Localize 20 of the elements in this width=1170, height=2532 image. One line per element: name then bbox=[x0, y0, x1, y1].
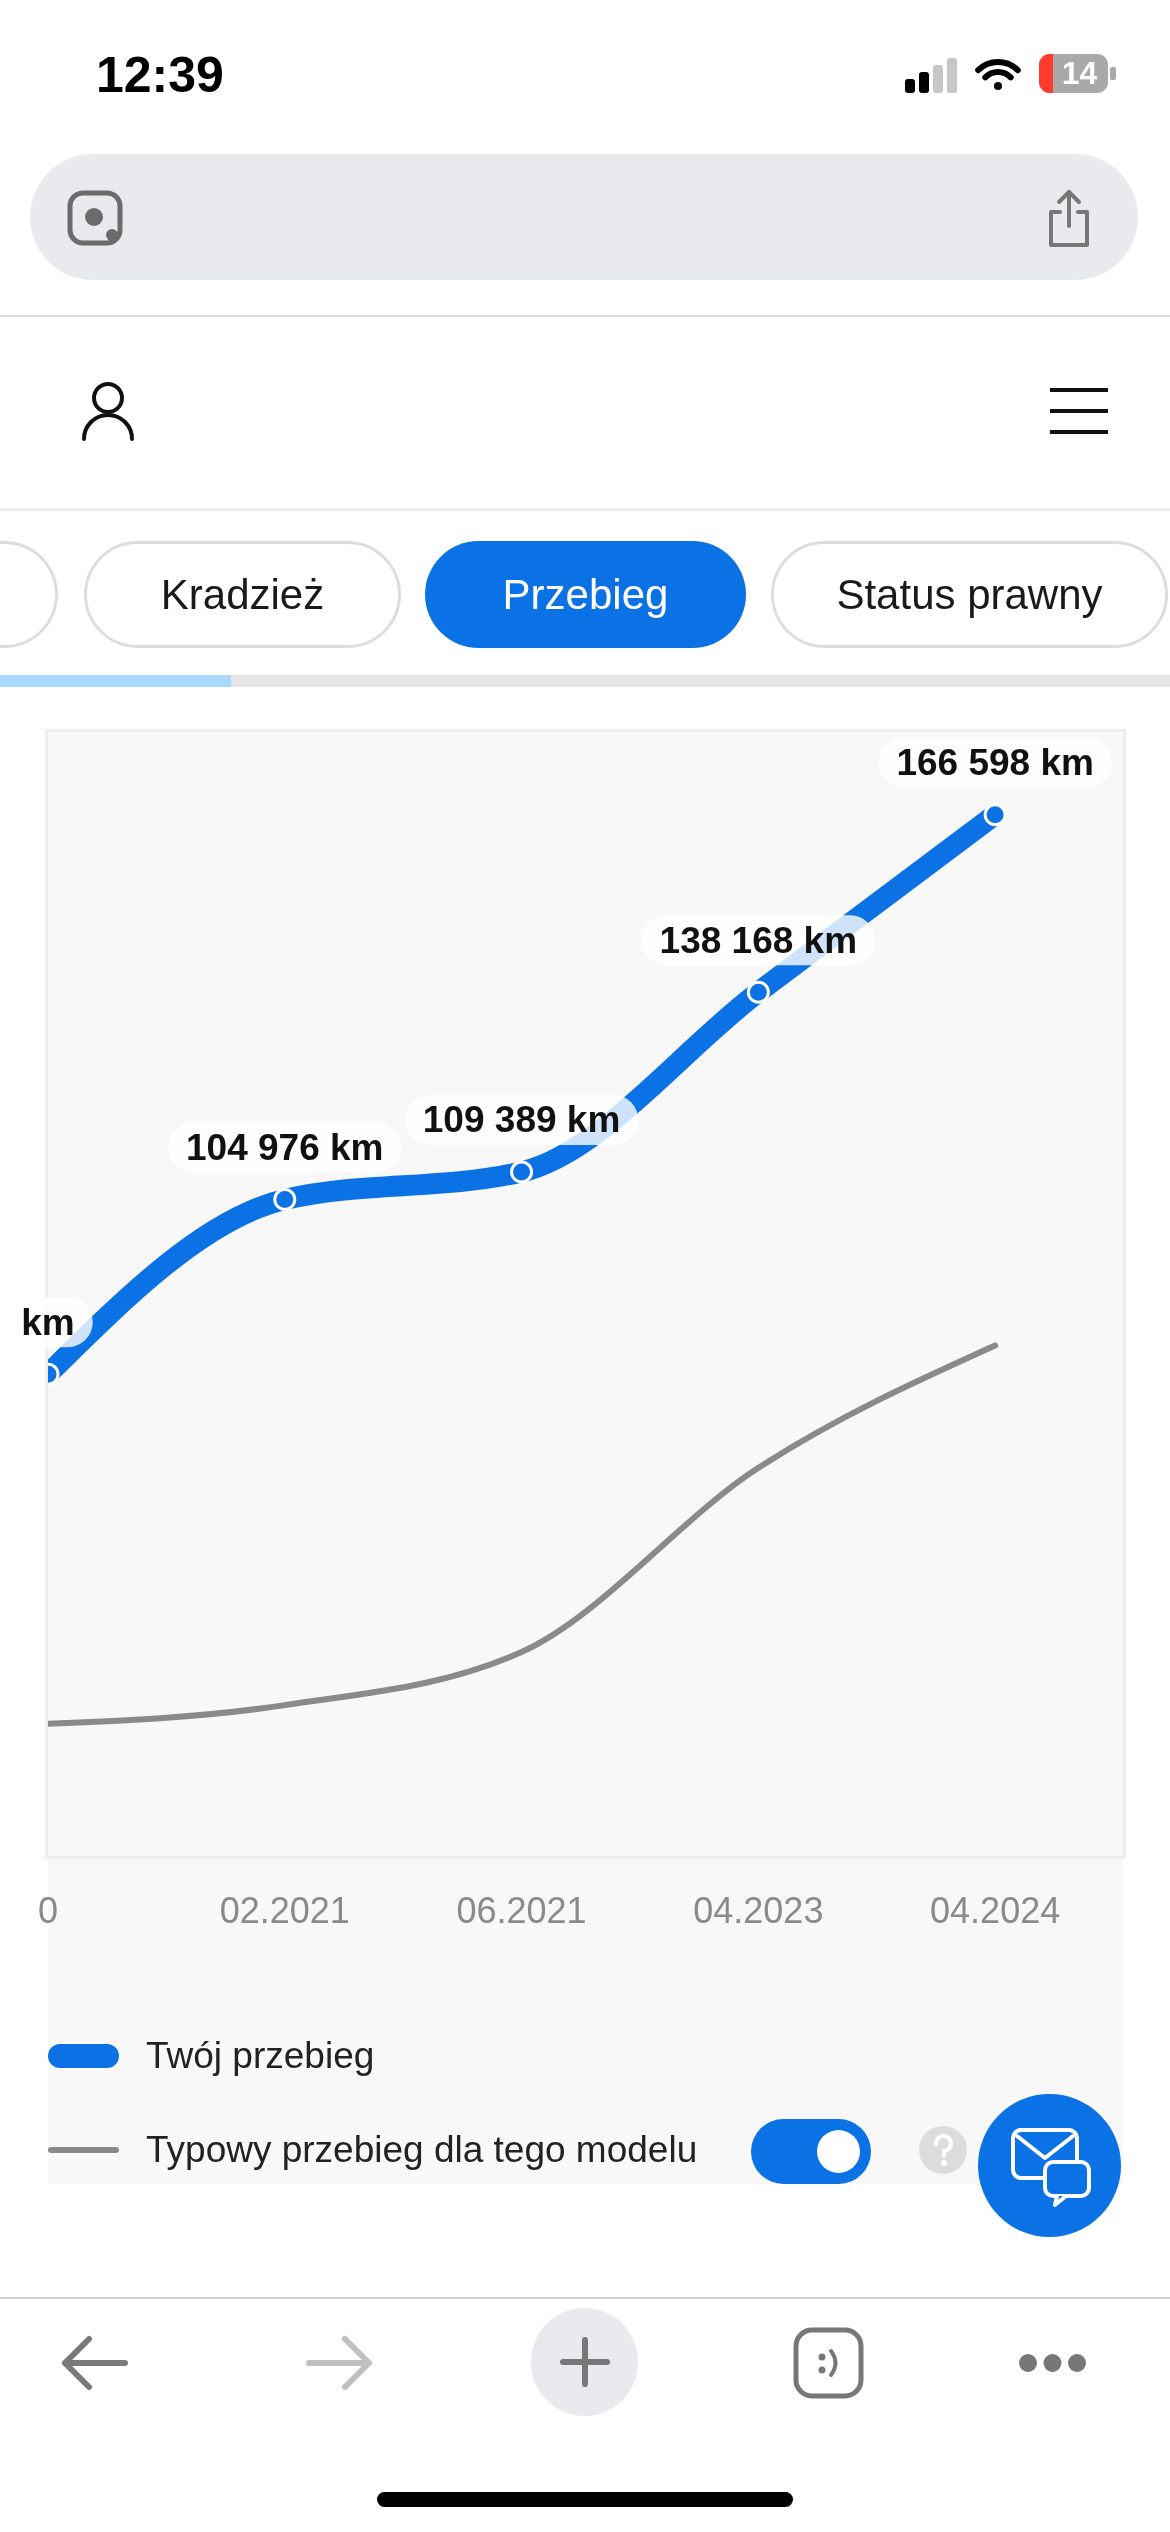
x-tick-label: 0 bbox=[37, 1889, 59, 1931]
x-tick-label: 06.2021 bbox=[456, 1889, 587, 1931]
point bbox=[273, 1187, 297, 1211]
data-label: 109 389 km bbox=[422, 1099, 621, 1141]
point bbox=[746, 980, 770, 1004]
x-tick-label: 04.2024 bbox=[930, 1889, 1061, 1931]
legend-label: Typowy przebieg dla tego modelu bbox=[146, 2129, 698, 2171]
data-label: 104 976 km bbox=[186, 1126, 384, 1168]
tab-button: Kradzież bbox=[84, 541, 401, 648]
tab-button: Status prawny bbox=[771, 541, 1168, 648]
x-tick-label: 02.2021 bbox=[219, 1889, 350, 1931]
x-tick-label: 04.2023 bbox=[693, 1889, 824, 1931]
tab-button: Przebieg bbox=[425, 541, 746, 648]
legend-label: Twój przebieg bbox=[146, 2035, 375, 2077]
data-label: 166 598 km bbox=[896, 742, 1094, 784]
data-label: km bbox=[21, 1301, 75, 1343]
text: 12:39 bbox=[96, 47, 224, 103]
point bbox=[510, 1160, 534, 1184]
data-label: 138 168 km bbox=[659, 919, 858, 961]
point bbox=[983, 803, 1007, 827]
